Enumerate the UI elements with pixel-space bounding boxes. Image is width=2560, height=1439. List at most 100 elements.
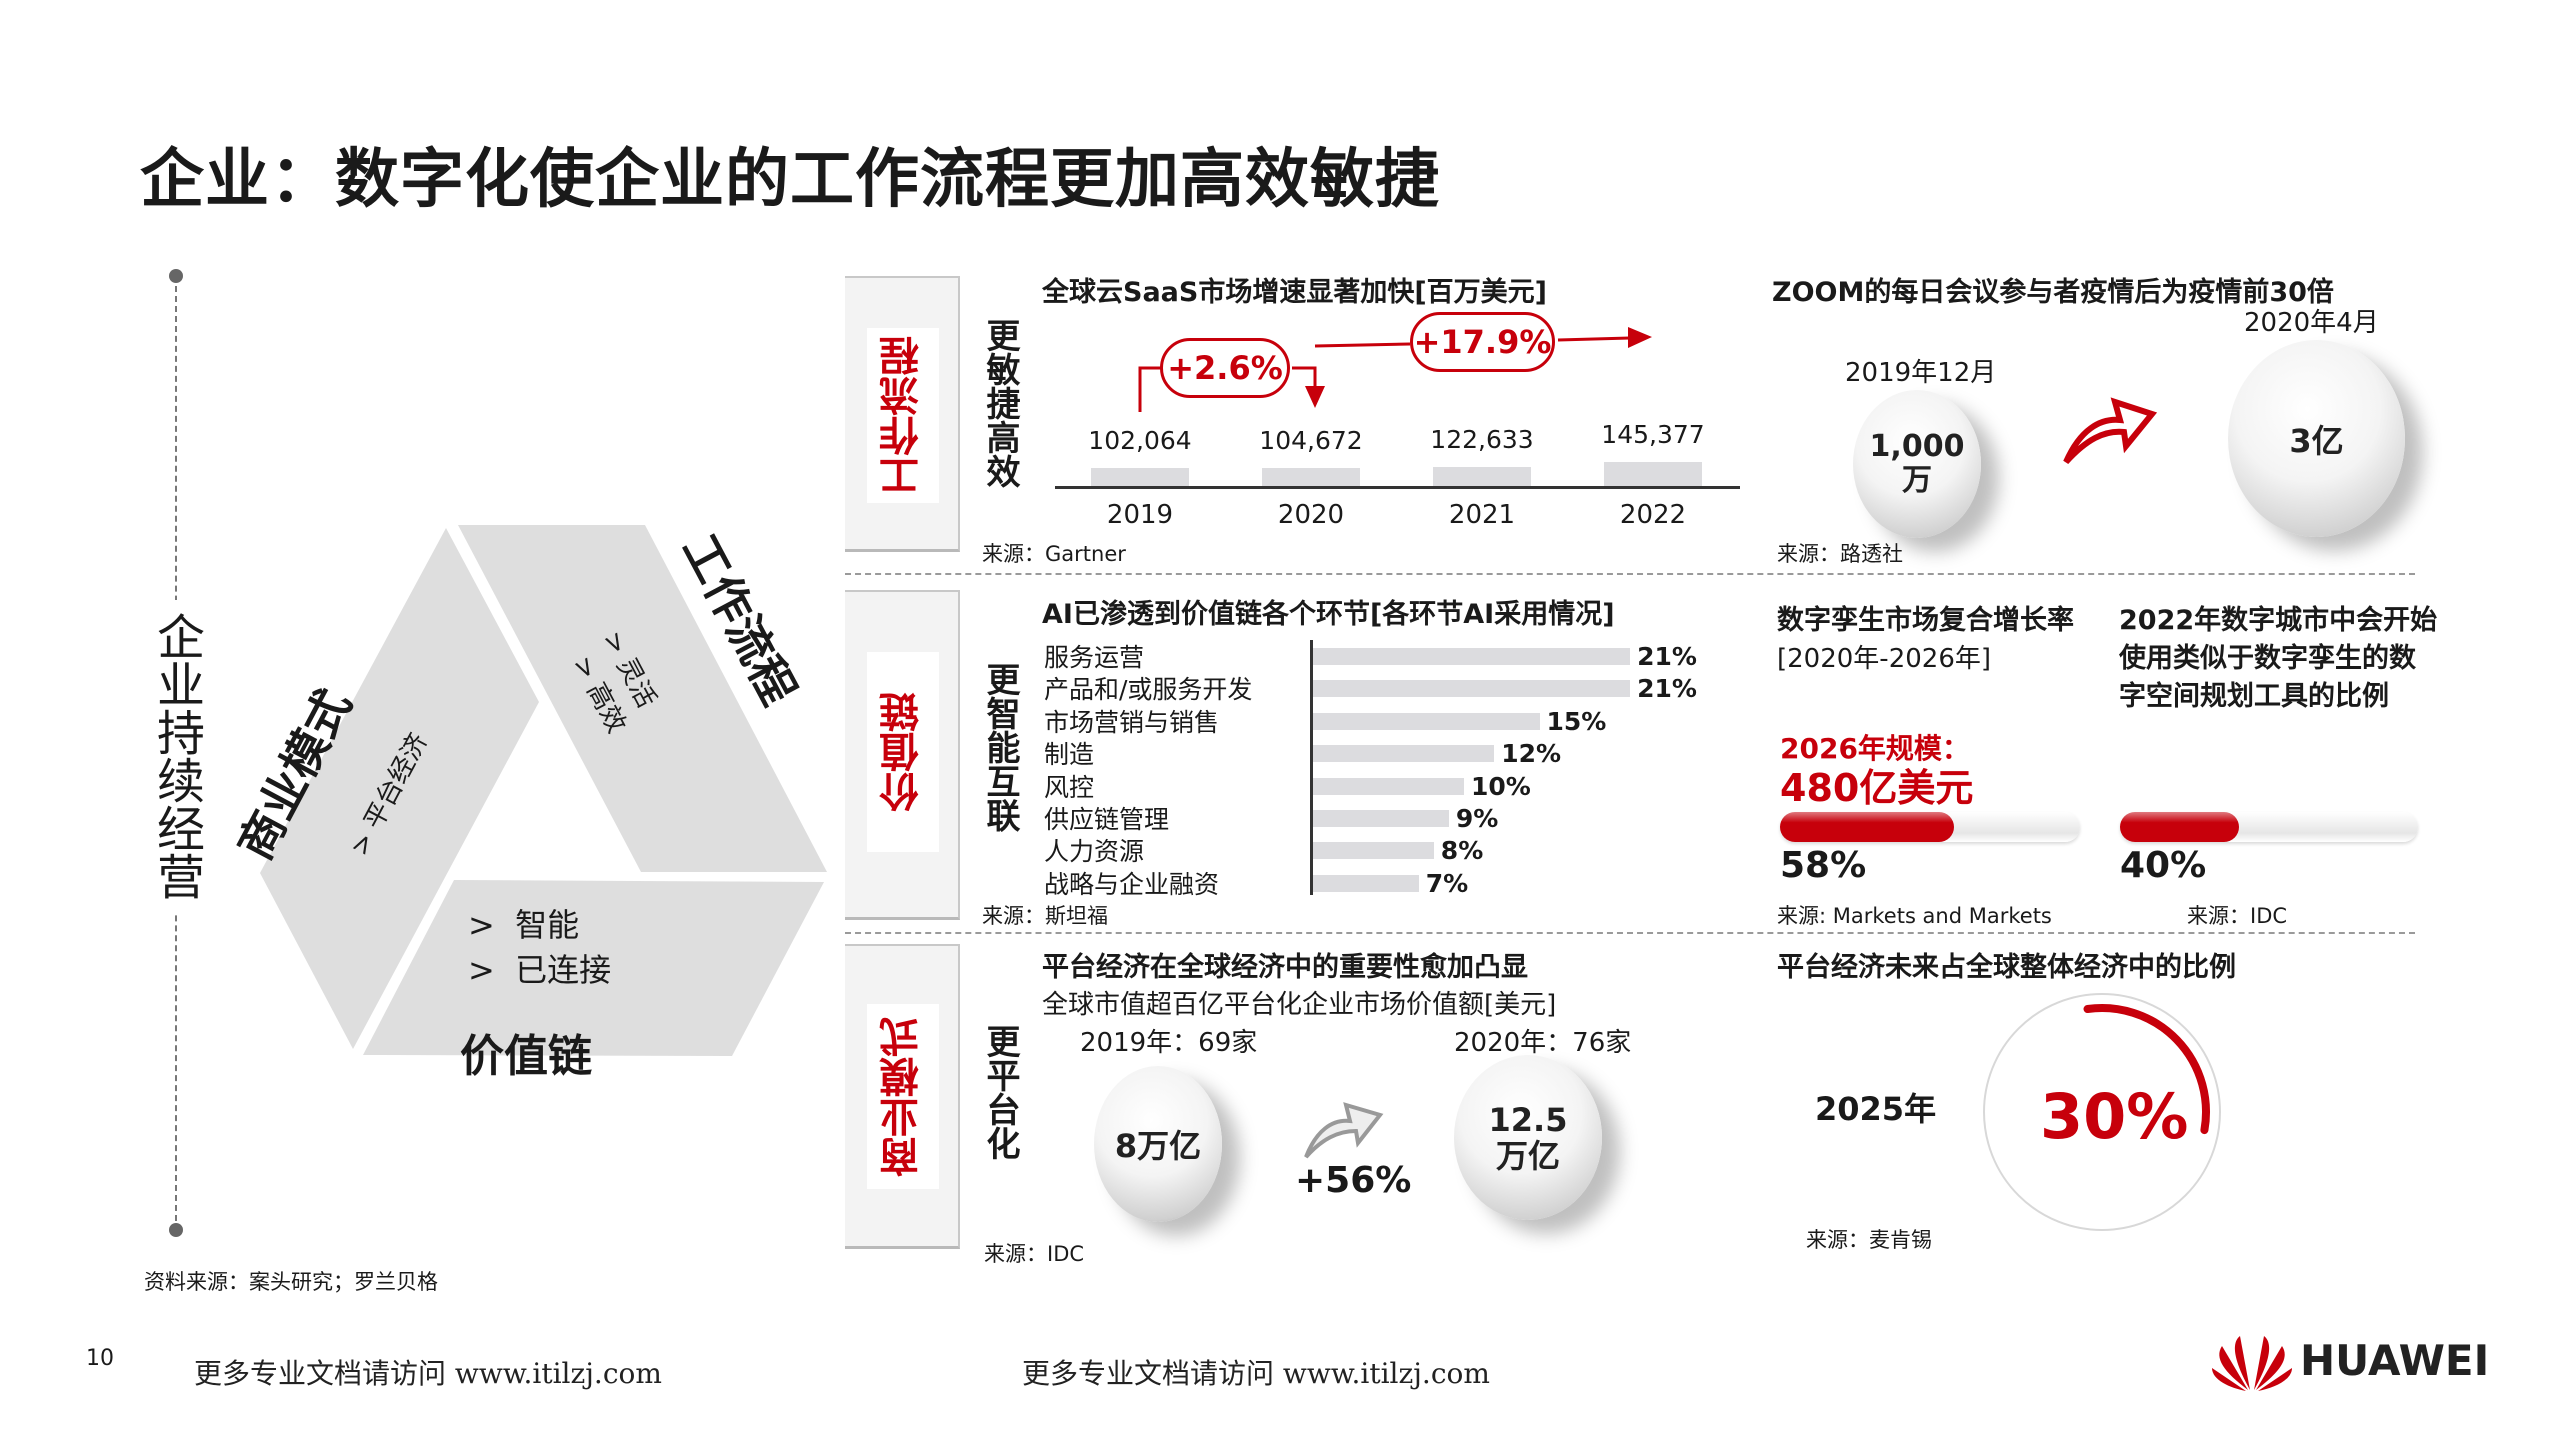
down-arrow-icon — [1305, 386, 1325, 408]
ai-bar — [1313, 648, 1631, 665]
row-tab-workflow: 工作流程 — [845, 276, 960, 552]
curved-arrow-icon — [2063, 397, 2158, 465]
ring-progress-arc — [2083, 1004, 2210, 1135]
row-tab-business: 商业模式 — [845, 944, 960, 1249]
ai-title: AI已渗透到价值链各个环节[各环节AI采用情况] — [1042, 599, 1615, 630]
growth-line-3 — [1314, 342, 1411, 348]
saas-bar — [1262, 468, 1360, 486]
saas-year-label: 2020 — [1277, 500, 1345, 530]
watermark-link[interactable]: 更多专业文档请访问 www.itilzj.com — [1022, 1357, 1490, 1390]
twin-source: 来源: Markets and Markets — [1777, 904, 2052, 928]
timeline-dot-bottom — [169, 1223, 183, 1237]
future-year: 2025年 — [1815, 1090, 1937, 1128]
platform-2019-bubble: 8万亿 — [1094, 1066, 1222, 1222]
growth-line-2 — [1292, 366, 1317, 388]
twin-scale-label: 2026年规模： — [1780, 732, 1970, 765]
row-side-label: 更敏捷高效 — [980, 318, 1020, 488]
city-title-line: 字空间规划工具的比例 — [2119, 681, 2389, 712]
ai-bar — [1313, 680, 1631, 698]
saas-value-label: 104,672 — [1259, 426, 1363, 455]
platform-2020-bubble: 12.5 万亿 — [1454, 1055, 1602, 1220]
segment-value-chain — [363, 880, 824, 1056]
timeline-dot-top — [169, 269, 183, 283]
saas-year-label: 2021 — [1448, 500, 1516, 530]
city-progress-bar — [2120, 812, 2418, 842]
huawei-wordmark: HUAWEI — [2300, 1336, 2490, 1385]
ai-bar — [1313, 712, 1540, 730]
future-title: 平台经济未来占全球整体经济中的比例 — [1777, 952, 2236, 983]
twin-period: [2020年-2026年] — [1777, 644, 1992, 674]
saas-chart: 102,064 2019 104,672 2020 122,633 2021 145,377… — [1055, 380, 1740, 540]
ai-category-label: 人力资源 — [1044, 837, 1145, 867]
value-chain-item: > 已连接 — [468, 951, 612, 989]
left-source: 资料来源：案头研究；罗兰贝格 — [144, 1270, 438, 1294]
page-number: 10 — [86, 1346, 114, 1371]
huawei-logo-icon — [2212, 1336, 2292, 1391]
row-tab-value-chain: 价值链 — [845, 590, 960, 920]
platform-subtitle: 全球市值超百亿平台化企业市场价值额[美元] — [1042, 990, 1557, 1020]
zoom-after-bubble: 3亿 — [2228, 340, 2405, 537]
twin-scale-value: 480亿美元 — [1780, 766, 1974, 810]
future-source: 来源：麦肯锡 — [1806, 1228, 1932, 1252]
saas-year-label: 2019 — [1106, 500, 1174, 530]
ai-bar — [1313, 874, 1419, 892]
twin-progress-bar — [1780, 812, 2080, 842]
value-chain-label: 价值链 — [460, 1031, 592, 1082]
saas-bar — [1604, 461, 1702, 486]
zoom-before-date: 2019年12月 — [1845, 358, 1997, 388]
watermark-link[interactable]: 更多专业文档请访问 www.itilzj.com — [194, 1357, 662, 1390]
twin-title: 数字孪生市场复合增长率 — [1777, 605, 2074, 636]
platform-growth: +56% — [1295, 1160, 1412, 1201]
triangle-diagram — [260, 525, 827, 1056]
ai-category-label: 供应链管理 — [1044, 805, 1170, 834]
twin-progress-fill — [1780, 812, 1954, 842]
growth-line-4 — [1557, 336, 1631, 342]
saas-value-label: 122,633 — [1430, 424, 1534, 454]
saas-axis — [1055, 486, 1740, 489]
ai-value-label: 12% — [1501, 739, 1562, 769]
ai-bar — [1313, 810, 1449, 827]
saas-value-label: 102,064 — [1088, 426, 1192, 455]
platform-title: 平台经济在全球经济中的重要性愈加凸显 — [1042, 952, 1528, 983]
growth-badge-2020-2022: +17.9% — [1410, 312, 1555, 372]
ai-bar — [1313, 745, 1495, 763]
future-ring — [1983, 993, 2221, 1231]
ai-value-label: 15% — [1546, 706, 1607, 736]
city-title-line: 使用类似于数字孪生的数 — [2119, 643, 2416, 674]
ai-value-label: 7% — [1425, 868, 1469, 898]
ai-value-label: 10% — [1471, 771, 1531, 801]
ai-category-label: 服务运营 — [1044, 643, 1145, 672]
vertical-label: 企业持续经营 — [148, 600, 204, 912]
zoom-source: 来源：路透社 — [1777, 542, 1903, 566]
platform-source: 来源：IDC — [984, 1242, 1085, 1266]
ai-category-label: 风控 — [1044, 772, 1095, 802]
value-chain-item: > 智能 — [468, 906, 580, 944]
twin-percent: 58% — [1780, 845, 1867, 886]
segment-workflow — [458, 525, 827, 872]
saas-source: 来源：Gartner — [982, 542, 1126, 566]
saas-bar — [1433, 466, 1531, 486]
ai-bar — [1313, 777, 1464, 795]
ai-value-label: 9% — [1455, 804, 1499, 833]
segment-business — [260, 528, 539, 1049]
ai-category-label: 市场营销与销售 — [1044, 707, 1220, 737]
row-divider — [845, 932, 2415, 934]
platform-2019-count: 2019年：69家 — [1080, 1028, 1258, 1058]
row-side-label: 更智能互联 — [980, 662, 1020, 832]
ai-source: 来源：斯坦福 — [982, 904, 1108, 928]
platform-2020-count: 2020年：76家 — [1454, 1028, 1632, 1058]
ai-value-label: 8% — [1440, 836, 1484, 866]
row-side-label: 更平台化 — [980, 1024, 1020, 1160]
ai-axis — [1310, 640, 1313, 895]
ai-category-label: 制造 — [1044, 740, 1095, 770]
saas-year-label: 2022 — [1619, 500, 1687, 530]
right-arrow-icon — [1628, 327, 1652, 348]
growth-badge-2019-2020: +2.6% — [1160, 338, 1290, 398]
saas-bar — [1091, 468, 1189, 486]
ai-value-label: 21% — [1637, 642, 1697, 671]
city-percent: 40% — [2120, 845, 2207, 886]
ai-bar — [1313, 842, 1434, 860]
ai-category-label: 战略与企业融资 — [1044, 869, 1220, 899]
city-source: 来源：IDC — [2187, 904, 2288, 928]
row-divider — [845, 573, 2415, 575]
